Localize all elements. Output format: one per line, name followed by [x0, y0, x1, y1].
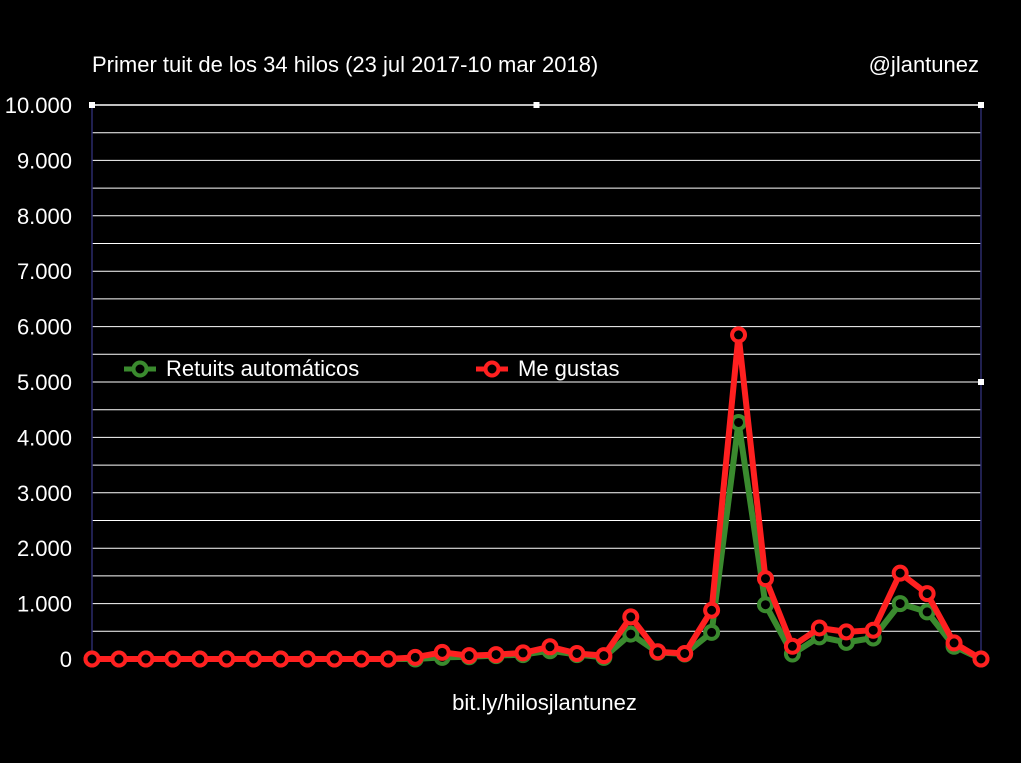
- y-axis-ticks: 0 1.000 2.000 3.000 4.000 5.000 6.000 7.000 8.00…: [5, 93, 72, 672]
- legend-item-retuits: Retuits automáticos: [124, 356, 359, 382]
- data-point: [756, 596, 774, 614]
- data-point: [379, 650, 397, 668]
- data-point: [460, 647, 478, 665]
- author-handle: @jlantunez: [868, 52, 979, 77]
- chart-title: Primer tuit de los 34 hilos (23 jul 2017…: [92, 52, 599, 77]
- data-point: [972, 650, 990, 668]
- series-1: [83, 326, 990, 668]
- y-tick-label: 10.000: [5, 93, 72, 118]
- data-point: [810, 619, 828, 637]
- data-point: [164, 650, 182, 668]
- data-point: [325, 650, 343, 668]
- data-point: [191, 650, 209, 668]
- y-tick-label: 7.000: [17, 259, 72, 284]
- data-point: [352, 650, 370, 668]
- data-point: [433, 643, 451, 661]
- data-point: [756, 570, 774, 588]
- frame-handle: [89, 102, 95, 108]
- data-point: [918, 585, 936, 603]
- data-point: [137, 650, 155, 668]
- y-tick-label: 9.000: [17, 148, 72, 173]
- legend-item-me-gustas: Me gustas: [476, 356, 620, 382]
- frame-handle: [978, 379, 984, 385]
- y-tick-label: 6.000: [17, 315, 72, 340]
- data-point: [622, 625, 640, 643]
- data-point: [837, 623, 855, 641]
- data-point: [406, 648, 424, 666]
- data-point: [245, 650, 263, 668]
- data-point: [487, 646, 505, 664]
- frame-handle: [533, 102, 540, 108]
- legend-swatch-me-gustas: [476, 360, 508, 378]
- data-point: [110, 650, 128, 668]
- data-point: [783, 637, 801, 655]
- data-point: [730, 326, 748, 344]
- y-tick-label: 3.000: [17, 481, 72, 506]
- y-tick-label: 4.000: [17, 425, 72, 450]
- data-point: [595, 647, 613, 665]
- series-layer: [83, 326, 990, 668]
- series-line: [89, 331, 984, 662]
- y-tick-label: 8.000: [17, 204, 72, 229]
- data-point: [703, 601, 721, 619]
- y-tick-label: 5.000: [17, 370, 72, 395]
- data-point: [272, 650, 290, 668]
- data-point: [703, 623, 721, 641]
- data-point: [83, 650, 101, 668]
- legend-label-me-gustas: Me gustas: [518, 356, 620, 381]
- y-tick-label: 1.000: [17, 592, 72, 617]
- data-point: [514, 644, 532, 662]
- data-point: [622, 608, 640, 626]
- y-tick-label: 2.000: [17, 536, 72, 561]
- footer-link: bit.ly/hilosjlantunez: [452, 690, 637, 715]
- data-point: [676, 644, 694, 662]
- frame-handle: [978, 102, 984, 108]
- data-point: [541, 638, 559, 656]
- data-point: [918, 603, 936, 621]
- data-point: [730, 413, 748, 431]
- legend-swatch-retuits: [124, 360, 156, 378]
- grid-lines: [92, 132, 981, 632]
- plot-frame: [89, 102, 984, 659]
- data-point: [649, 643, 667, 661]
- data-point: [891, 564, 909, 582]
- data-point: [299, 650, 317, 668]
- data-point: [945, 634, 963, 652]
- y-tick-label: 0: [60, 647, 72, 672]
- data-point: [864, 621, 882, 639]
- data-point: [891, 595, 909, 613]
- legend-label-retuits: Retuits automáticos: [166, 356, 360, 381]
- data-point: [568, 644, 586, 662]
- data-point: [218, 650, 236, 668]
